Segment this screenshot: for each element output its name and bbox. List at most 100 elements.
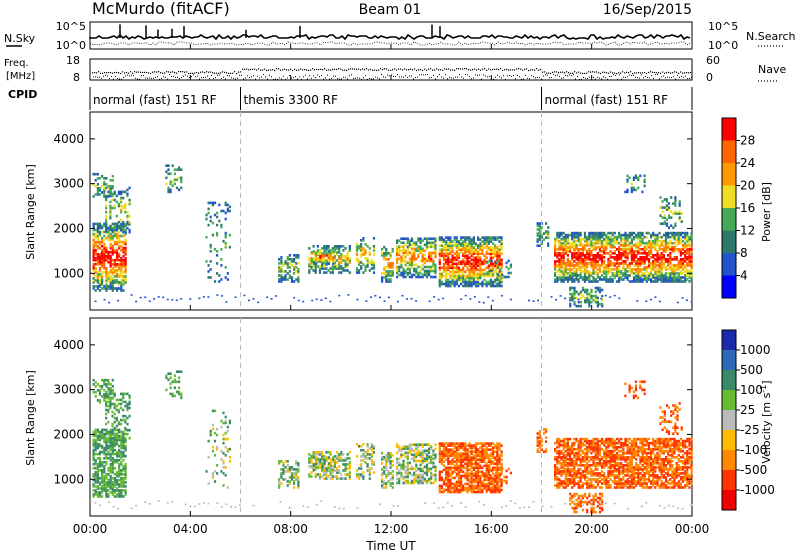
data-cell: [641, 278, 644, 281]
data-cell: [577, 292, 580, 296]
data-cell: [360, 465, 363, 468]
freq-point: [588, 71, 590, 73]
data-cell: [652, 268, 655, 271]
data-cell: [673, 266, 676, 269]
data-cell: [165, 170, 168, 174]
freq-point: [584, 72, 586, 75]
data-cell: [109, 491, 112, 494]
data-cell: [451, 244, 454, 247]
data-cell: [637, 252, 640, 255]
freq-point: [632, 72, 634, 75]
data-cell: [109, 481, 112, 484]
ground-scatter-cell: [157, 296, 160, 298]
data-cell: [381, 272, 384, 275]
data-cell: [470, 278, 473, 282]
data-cell: [113, 444, 116, 448]
data-cell: [474, 262, 478, 266]
freq-point: [368, 69, 370, 71]
data-cell: [111, 471, 114, 474]
data-cell: [321, 262, 324, 265]
data-cell: [479, 262, 482, 266]
freq-point: [590, 71, 592, 73]
data-cell: [688, 243, 691, 247]
data-cell: [457, 256, 460, 260]
data-cell: [658, 245, 661, 249]
data-cell: [684, 276, 687, 279]
data-cell: [590, 280, 593, 283]
data-cell: [111, 269, 114, 272]
data-cell: [402, 267, 405, 271]
data-cell: [105, 289, 108, 292]
data-cell: [622, 250, 625, 253]
freq-point: [250, 68, 252, 71]
data-cell: [368, 467, 371, 470]
data-cell: [381, 278, 384, 281]
data-cell: [122, 224, 125, 228]
data-cell: [661, 206, 664, 209]
data-cell: [96, 287, 99, 290]
data-cell: [615, 256, 619, 259]
data-cell: [124, 426, 127, 430]
data-cell: [122, 260, 125, 264]
data-cell: [117, 420, 120, 424]
data-cell: [124, 256, 127, 260]
data-cell: [98, 450, 102, 454]
data-cell: [178, 188, 181, 192]
nave-point: [611, 75, 612, 77]
data-cell: [103, 267, 106, 270]
data-cell: [402, 237, 405, 240]
nave-point: [337, 78, 338, 80]
data-cell: [103, 487, 106, 490]
data-cell: [538, 244, 541, 247]
freq-point: [520, 68, 522, 70]
data-cell: [445, 270, 448, 274]
freq-point: [400, 68, 402, 70]
ground-scatter-cell: [600, 297, 603, 300]
data-cell: [107, 252, 110, 256]
data-cell: [658, 231, 661, 235]
data-cell: [113, 258, 116, 262]
data-cell: [600, 254, 604, 257]
data-cell: [387, 258, 390, 261]
data-cell: [609, 280, 612, 283]
data-cell: [560, 266, 563, 269]
data-cell: [387, 272, 390, 275]
data-cell: [381, 456, 384, 459]
freq-point: [278, 68, 280, 70]
data-cell: [105, 446, 108, 450]
data-cell: [434, 253, 437, 257]
data-cell: [462, 254, 465, 258]
nave-point: [149, 77, 150, 79]
data-cell: [470, 262, 473, 266]
data-cell: [205, 217, 208, 221]
data-cell: [569, 245, 572, 249]
data-cell: [406, 467, 409, 471]
data-cell: [669, 258, 672, 261]
data-cell: [592, 294, 595, 298]
data-cell: [103, 383, 106, 386]
data-cell: [654, 235, 657, 239]
data-cell: [118, 466, 121, 470]
nave-point: [183, 75, 184, 77]
freq-point: [604, 71, 606, 73]
data-cell: [355, 271, 359, 274]
data-cell: [667, 226, 671, 230]
data-cell: [173, 378, 176, 382]
data-cell: [586, 296, 589, 300]
data-cell: [111, 198, 114, 202]
data-cell: [333, 461, 336, 464]
data-cell: [677, 237, 680, 241]
data-cell: [319, 258, 322, 261]
data-cell: [479, 264, 482, 268]
data-cell: [396, 239, 399, 242]
data-cell: [327, 250, 330, 253]
data-cell: [406, 261, 409, 265]
data-cell: [109, 466, 112, 470]
data-cell: [92, 391, 95, 394]
data-cell: [107, 430, 110, 434]
data-cell: [430, 257, 433, 261]
data-cell: [677, 276, 680, 279]
nave-point: [561, 77, 562, 79]
data-cell: [113, 222, 116, 226]
data-cell: [487, 236, 490, 239]
